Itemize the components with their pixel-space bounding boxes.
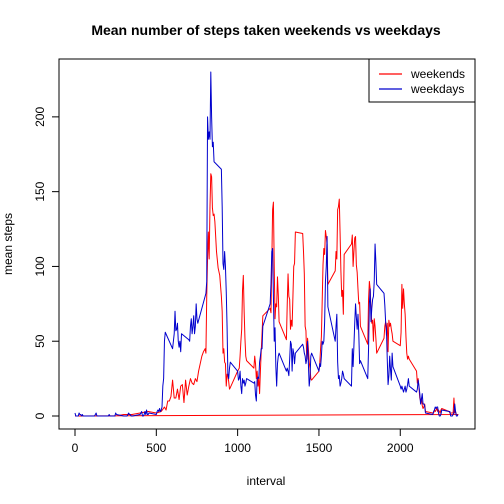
x-tick-label: 0 <box>72 441 79 455</box>
y-tick-label: 200 <box>33 107 47 127</box>
x-axis: 0 500 1000 1500 2000 <box>72 428 414 455</box>
series-layer <box>74 71 459 417</box>
series-line-weekends <box>74 173 459 417</box>
y-tick-label: 100 <box>33 256 47 276</box>
series-line-weekdays <box>74 71 459 417</box>
x-tick-label: 2000 <box>387 441 414 455</box>
legend: weekends weekdays <box>368 58 476 103</box>
x-tick-label: 1500 <box>306 441 333 455</box>
x-axis-label: interval <box>247 474 286 488</box>
y-tick-label: 0 <box>33 412 47 419</box>
y-axis-label: mean steps <box>1 213 15 275</box>
legend-label-weekends: weekends <box>410 67 465 81</box>
y-tick-label: 50 <box>33 334 47 348</box>
legend-label-weekdays: weekdays <box>410 82 464 96</box>
y-tick-label: 150 <box>33 181 47 201</box>
chart-title: Mean number of steps taken weekends vs w… <box>91 22 441 38</box>
legend-box <box>368 58 476 103</box>
x-tick-label: 500 <box>146 441 166 455</box>
x-tick-label: 1000 <box>224 441 251 455</box>
y-axis: 0 50 100 150 200 <box>33 107 60 419</box>
